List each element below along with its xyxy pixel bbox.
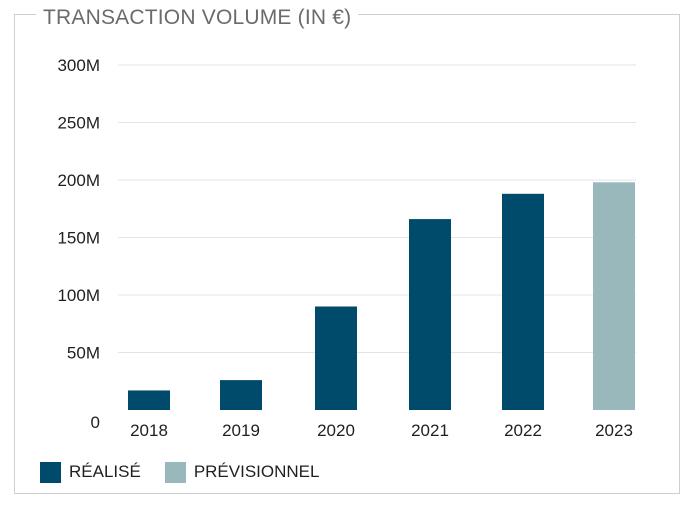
legend-label-previsionnel: PRÉVISIONNEL [193,462,320,481]
bar-2018-realise [128,390,170,410]
x-tick-label: 2021 [411,421,449,440]
bar-2019-realise [220,380,262,410]
chart-title: TRANSACTION VOLUME (IN €) [36,5,359,31]
legend: RÉALISÉ PRÉVISIONNEL [40,460,343,484]
legend-swatch-previsionnel [164,461,186,483]
y-axis-labels: 0 50M 100M 150M 200M 250M 300M [57,56,100,432]
legend-item-realise: RÉALISÉ [40,461,141,483]
x-axis-labels: 2018 2019 2020 2021 2022 2023 [130,421,633,440]
x-tick-label: 2020 [317,421,355,440]
y-tick-label: 200M [57,171,100,190]
x-tick-label: 2022 [504,421,542,440]
x-tick-label: 2018 [130,421,168,440]
y-tick-label: 150M [57,229,100,248]
bar-2020-realise [315,306,357,410]
legend-swatch-realise [40,461,61,483]
bar-2022-realise [502,193,544,410]
bars [128,182,635,410]
gridlines [118,64,636,353]
legend-label-realise: RÉALISÉ [69,462,141,481]
bar-chart: 0 50M 100M 150M 200M 250M 300M 2018 2019 2020 202… [57,56,636,440]
legend-item-previsionnel: PRÉVISIONNEL [164,461,320,483]
x-tick-label: 2023 [595,421,633,440]
bar-2021-realise [409,219,451,410]
y-tick-label: 0 [91,413,100,432]
y-tick-label: 100M [57,286,100,305]
bar-2023-previsionnel [593,182,635,410]
y-tick-label: 50M [67,344,100,363]
y-tick-label: 300M [57,56,100,75]
x-tick-label: 2019 [222,421,260,440]
y-tick-label: 250M [57,114,100,133]
